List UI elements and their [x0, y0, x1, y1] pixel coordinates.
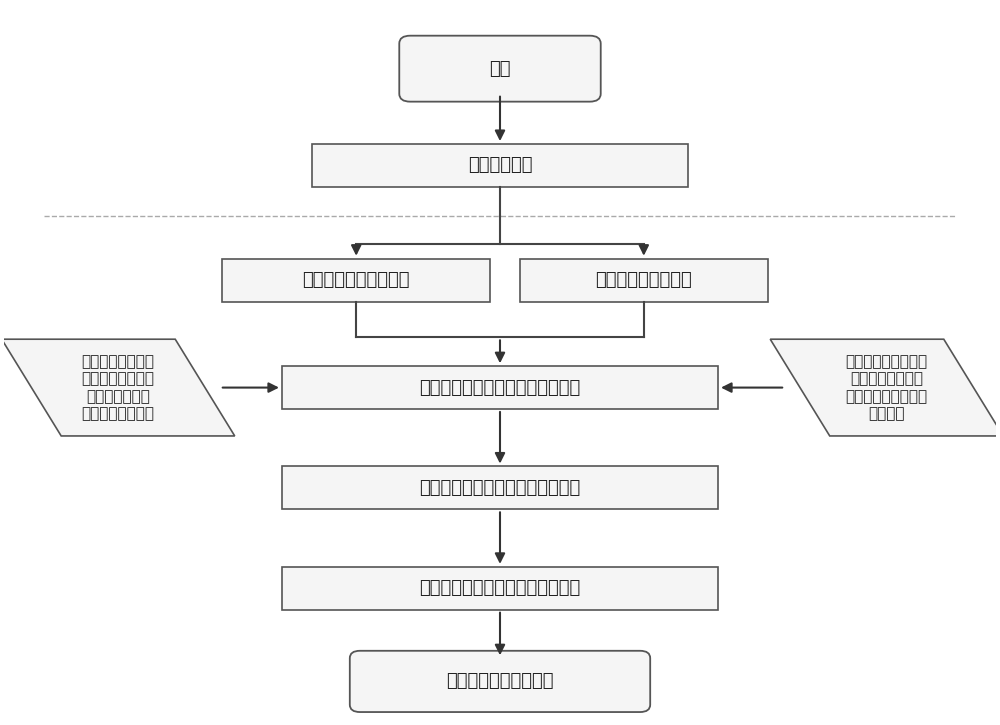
Text: 确认待接入船站和中继船站的配对: 确认待接入船站和中继船站的配对 [419, 579, 581, 597]
Text: 中继船站的通信设备
的频点、发射机功
率、调制带宽、接收
机灵敏度: 中继船站的通信设备 的频点、发射机功 率、调制带宽、接收 机灵敏度 [846, 354, 928, 421]
FancyBboxPatch shape [350, 651, 650, 712]
Text: 识别可用的中继船站: 识别可用的中继船站 [595, 271, 692, 289]
Bar [282, 466, 718, 510]
Text: 开始: 开始 [489, 59, 511, 78]
Polygon shape [2, 339, 235, 436]
Bar [282, 567, 718, 610]
Text: 待接入船站的通信
设备的频点、发射
机功率、调制带
宽、接收机灵敏度: 待接入船站的通信 设备的频点、发射 机功率、调制带 宽、接收机灵敏度 [82, 354, 155, 421]
Text: 启动船舶中继定向连接: 启动船舶中继定向连接 [446, 672, 554, 690]
Polygon shape [770, 339, 1000, 436]
Bar [222, 259, 490, 302]
Bar [282, 366, 718, 409]
Bar [312, 144, 688, 187]
Text: 识别未接入网络的船站: 识别未接入网络的船站 [302, 271, 410, 289]
Text: 采集船站位置: 采集船站位置 [468, 157, 532, 175]
Text: 分析待接入船站和中继船站的配对: 分析待接入船站和中继船站的配对 [419, 479, 581, 497]
Bar [520, 259, 768, 302]
FancyBboxPatch shape [399, 36, 601, 102]
Text: 计算待接入船站和中继船站的距离: 计算待接入船站和中继船站的距离 [419, 378, 581, 397]
